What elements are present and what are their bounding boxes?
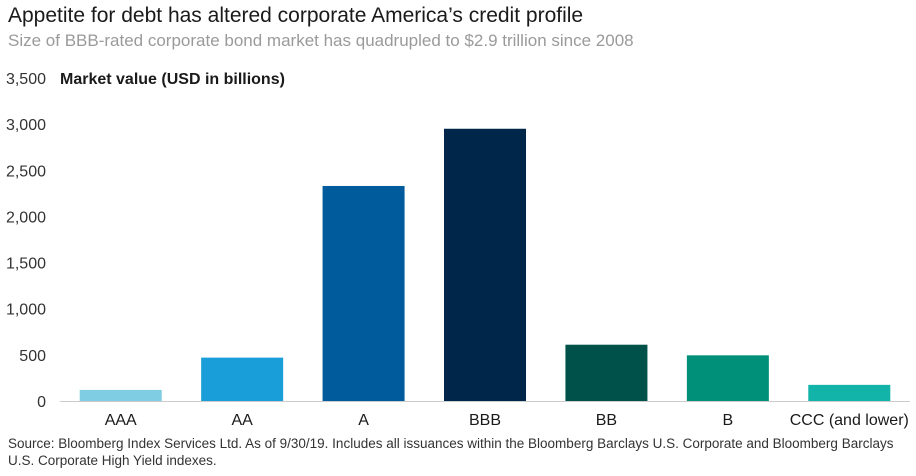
x-tick-label: AA <box>231 412 253 429</box>
y-tick-label: 1,500 <box>6 256 46 273</box>
y-axis-label: Market value (USD in billions) <box>60 71 285 88</box>
bar-chart: 0 500 1,000 1,500 2,000 2,500 3,000 3,500 Marke… <box>6 71 910 429</box>
bar-bb <box>565 344 648 401</box>
chart-title: Appetite for debt has altered corporate … <box>8 4 584 27</box>
bar-a <box>322 185 405 401</box>
bar-bbb <box>444 128 526 401</box>
y-tick-label: 1,000 <box>6 302 46 319</box>
chart-subtitle: Size of BBB-rated corporate bond market … <box>8 31 634 50</box>
bar-aaa <box>79 389 162 401</box>
source-footnote: Source: Bloomberg Index Services Ltd. As… <box>8 436 894 468</box>
bars <box>79 128 891 401</box>
x-tick-label: BB <box>596 412 617 429</box>
x-tick-label: AAA <box>105 412 137 429</box>
x-tick-label: B <box>723 412 734 429</box>
y-tick-label: 3,000 <box>6 117 46 134</box>
x-tick-label: CCC (and lower) <box>790 412 909 429</box>
x-axis: AAA AA A BBB BB B CCC (and lower) <box>105 412 909 429</box>
y-axis: 0 500 1,000 1,500 2,000 2,500 3,000 3,500 <box>6 71 46 411</box>
y-tick-label: 500 <box>19 348 46 365</box>
bar-ccc-and-lower <box>808 384 891 401</box>
x-tick-label: BBB <box>469 412 501 429</box>
y-tick-label: 0 <box>37 394 46 411</box>
bar-aa <box>201 357 284 401</box>
bar-b <box>686 355 769 401</box>
y-tick-label: 2,000 <box>6 209 46 226</box>
y-tick-label: 3,500 <box>6 71 46 88</box>
x-tick-label: A <box>358 412 369 429</box>
y-tick-label: 2,500 <box>6 163 46 180</box>
